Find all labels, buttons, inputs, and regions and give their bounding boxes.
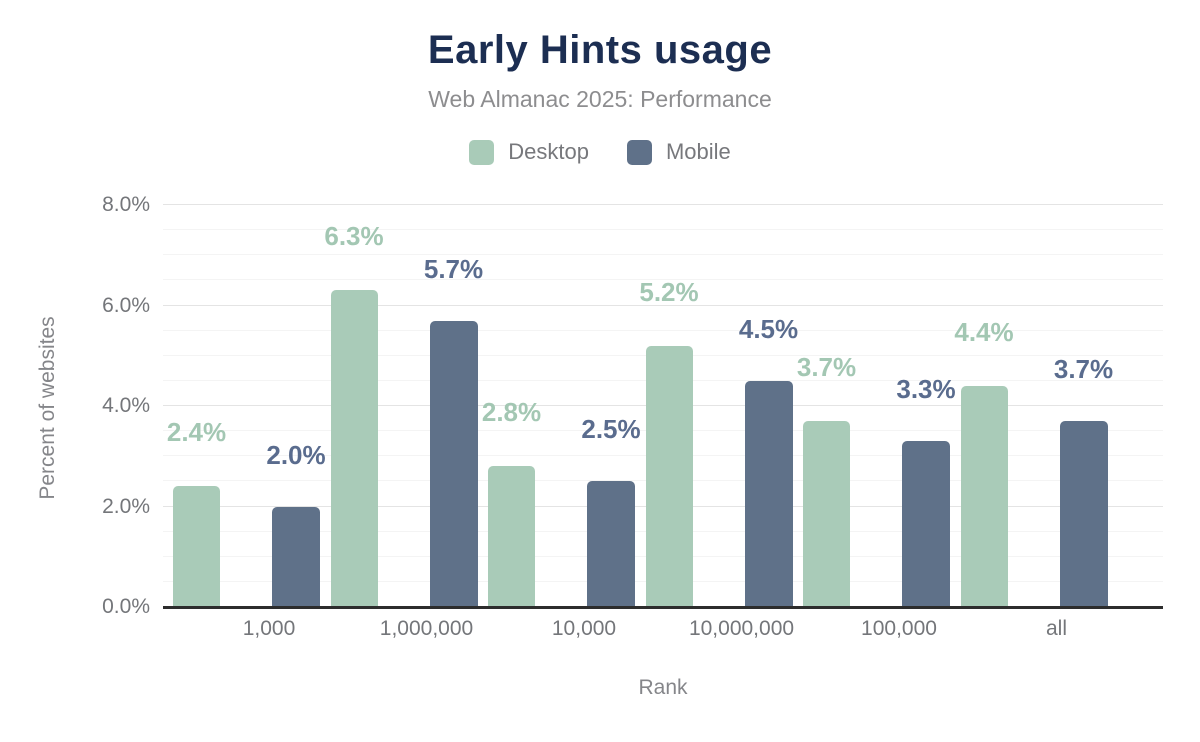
data-label-mobile-10000000: 4.5% [738,313,799,344]
minor-gridline [163,254,1163,256]
bar-desktop-1000[interactable] [173,486,220,607]
data-label-mobile-1000: 2.0% [266,439,326,470]
bar-desktop-100000[interactable] [803,421,850,607]
bar-mobile-10000[interactable] [587,481,635,607]
y-tick-label: 2.0% [102,494,150,518]
bar-mobile-100000[interactable] [902,441,950,607]
x-tick-label: 100,000 [861,617,937,640]
minor-gridline [163,329,1163,331]
bar-mobile-1000[interactable] [272,506,320,607]
legend-item-desktop[interactable]: Desktop [469,139,589,165]
legend: Desktop Mobile [0,139,1200,165]
x-tick-label: 10,000,000 [688,617,795,640]
major-gridline [163,304,1163,306]
data-label-desktop-1000000: 6.3% [324,221,384,252]
data-label-mobile-all: 3.7% [1053,354,1114,385]
bar-mobile-1000000[interactable] [429,320,478,607]
data-label-desktop-all: 4.4% [954,316,1014,347]
major-gridline [163,204,1163,205]
y-tick-label: 6.0% [102,293,150,317]
mobile-series-swatch-icon [626,139,652,165]
bar-desktop-10000[interactable] [488,466,535,607]
minor-gridline [163,229,1163,231]
data-label-mobile-100000: 3.3% [896,374,956,405]
x-axis-line [163,606,1163,609]
x-tick-label: 1,000 [242,617,296,640]
plot-area: 2.4% 2.0% 6.3% 5.7% 2.8% 2.5% 5.2% 4.5% 3.7% 3.3%… [163,204,1163,609]
legend-item-mobile[interactable]: Mobile [626,139,731,165]
minor-gridline [163,279,1163,281]
legend-label-desktop: Desktop [508,139,589,164]
data-label-desktop-100000: 3.7% [796,352,857,383]
bar-mobile-10000000[interactable] [744,380,793,607]
y-tick-label: 8.0% [102,193,150,216]
x-tick-label: 1,000,000 [379,617,474,640]
chart-subtitle: Web Almanac 2025: Performance [428,86,772,112]
y-tick-label: 0.0% [102,595,150,618]
legend-label-mobile: Mobile [665,139,731,164]
bar-desktop-10000000[interactable] [645,345,693,607]
data-label-desktop-10000000: 5.2% [639,276,699,307]
bar-desktop-all[interactable] [960,385,1008,607]
data-label-desktop-10000: 2.8% [481,397,542,428]
data-label-desktop-1000: 2.4% [166,417,227,448]
bar-mobile-all[interactable] [1059,421,1108,607]
x-tick-label: 10,000 [551,617,617,640]
bar-desktop-1000000[interactable] [330,290,378,607]
y-tick-label: 4.0% [102,394,150,417]
desktop-series-swatch-icon [469,139,495,165]
x-tick-label: all [1045,617,1068,640]
data-label-mobile-10000: 2.5% [581,414,641,445]
data-label-mobile-1000000: 5.7% [423,253,484,284]
chart-title: Early Hints usage [427,28,773,72]
x-axis-title: Rank [638,676,688,699]
